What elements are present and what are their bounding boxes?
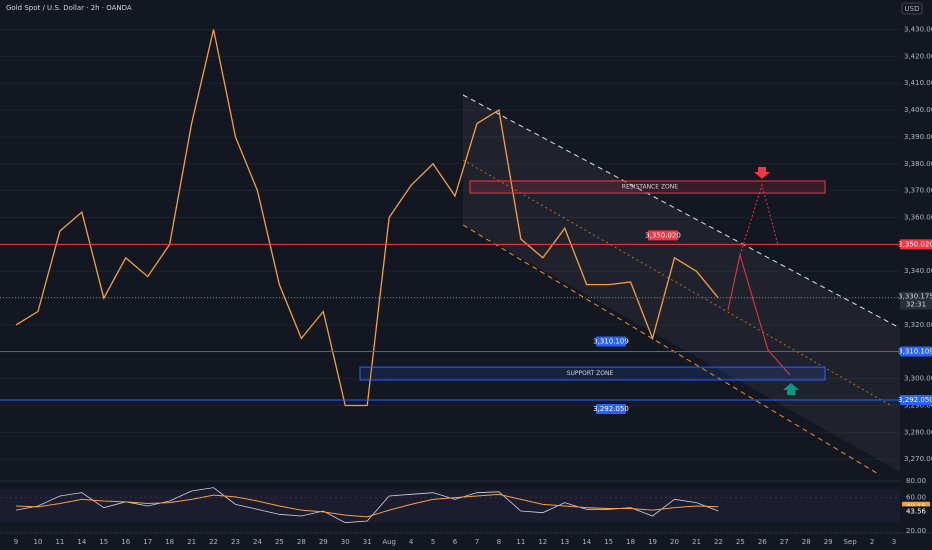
rsi-tick-label: 20.00 (906, 527, 926, 535)
y-tick-label: 3,420.00 (904, 52, 932, 60)
channel-mid (462, 159, 891, 406)
x-tick-label: 21 (187, 538, 196, 546)
x-tick-label: 17 (143, 538, 152, 546)
x-tick-label: 7 (475, 538, 479, 546)
y-tick-label: 3,390.00 (904, 133, 932, 141)
price-tag: 3,330.175 (898, 293, 932, 301)
x-tick-label: 10 (33, 538, 42, 546)
x-tick-label: 28 (802, 538, 811, 546)
price-axis (900, 0, 932, 550)
zone (359, 366, 826, 381)
x-tick-label: 23 (231, 538, 240, 546)
y-tick-label: 3,370.00 (904, 187, 932, 195)
level-axis-label: 3,310.109 (898, 347, 932, 355)
x-tick-label: 11 (55, 538, 64, 546)
projection (727, 254, 791, 376)
y-tick-label: 3,380.00 (904, 160, 932, 168)
x-tick-label: 31 (363, 538, 372, 546)
x-tick-label: 6 (453, 538, 458, 546)
y-tick-label: 3,400.00 (904, 106, 932, 114)
y-tick-label: 3,340.00 (904, 267, 932, 275)
level-chart-label-bg (648, 230, 678, 241)
x-tick-label: 29 (319, 538, 328, 546)
y-tick-label: 3,280.00 (904, 428, 932, 436)
x-tick-label: 25 (736, 538, 745, 546)
countdown: 32:31 (906, 301, 926, 309)
rsi-tick-label: 60.00 (906, 494, 926, 502)
level-chart-label: 3,350.020 (645, 231, 681, 239)
x-tick-label: 18 (165, 538, 174, 546)
level-axis-label-bg (900, 394, 932, 405)
rsi-ma-line (15, 493, 719, 518)
channel-bottom (462, 224, 881, 476)
projection-alt (739, 183, 779, 256)
x-tick-label: 25 (275, 538, 284, 546)
currency-box[interactable] (901, 2, 923, 15)
x-tick-label: 5 (431, 538, 435, 546)
rsi-line (15, 487, 719, 524)
x-tick-label: 21 (692, 538, 701, 546)
x-tick-label: 22 (714, 538, 723, 546)
drawings (462, 94, 932, 490)
y-tick-label: 3,320.00 (904, 321, 932, 329)
y-tick-label: 3,300.00 (904, 375, 932, 383)
zone-label: SUPPORT ZONE (567, 370, 614, 377)
zone-label: RESISTANCE ZONE (622, 184, 678, 191)
x-tick-label: 20 (670, 538, 679, 546)
x-tick-label: 24 (253, 538, 262, 546)
level-axis-label: 3,350.020 (898, 240, 932, 248)
y-tick-label: 3,410.00 (904, 79, 932, 87)
level-axis-label: 3,292.050 (898, 396, 932, 404)
x-tick-label: 14 (77, 538, 86, 546)
x-tick-label: 14 (582, 538, 591, 546)
level-axis-label-bg (900, 239, 932, 250)
channel-fill (463, 95, 932, 490)
rsi-tag-bg (902, 506, 930, 517)
y-tick-label: 3,360.00 (904, 214, 932, 222)
price-tag-bg (900, 291, 932, 310)
level-chart-label: 3,292.050 (593, 405, 629, 413)
currency[interactable]: USD (905, 5, 920, 13)
zone (469, 180, 826, 194)
x-tick-label: 8 (497, 538, 501, 546)
level-chart-label: 3,310.109 (593, 337, 629, 345)
x-tick-label: 15 (99, 538, 108, 546)
y-tick-label: 3,430.00 (904, 26, 932, 34)
channel-top (462, 94, 901, 329)
x-tick-label: 19 (648, 538, 657, 546)
y-tick-label: 3,290.00 (904, 401, 932, 409)
up-arrow (783, 383, 799, 395)
x-tick-label: 27 (780, 538, 789, 546)
x-tick-label: 26 (758, 538, 767, 546)
level-chart-label-bg (596, 336, 626, 347)
level-axis-label-bg (900, 346, 932, 357)
rsi-tag: 43.56 (906, 507, 927, 515)
x-tick-label: 18 (626, 538, 635, 546)
x-tick-label: 15 (604, 538, 613, 546)
x-tick-label: 2 (870, 538, 874, 546)
symbol-title: Gold Spot / U.S. Dollar · 2h · OANDA (6, 4, 132, 12)
x-tick-label: 22 (209, 538, 218, 546)
rsi-band (0, 489, 900, 523)
down-arrow (754, 167, 770, 179)
x-tick-label: 3 (892, 538, 896, 546)
rsi-tick-label: 80.00 (906, 477, 926, 485)
x-tick-label: 9 (14, 538, 18, 546)
x-tick-label: 30 (341, 538, 350, 546)
price-line (15, 29, 719, 407)
y-tick-label: 3,270.00 (904, 455, 932, 463)
x-tick-label: 4 (409, 538, 414, 546)
x-tick-label: 13 (560, 538, 569, 546)
x-tick-label: 16 (121, 538, 130, 546)
x-tick-label: 11 (516, 538, 525, 546)
x-tick-label: 28 (297, 538, 306, 546)
level-chart-label-bg (596, 403, 626, 414)
x-tick-label: Sep (843, 538, 857, 546)
x-tick-label: 12 (538, 538, 547, 546)
x-tick-label: 29 (824, 538, 833, 546)
x-tick-label: Aug (382, 538, 396, 546)
